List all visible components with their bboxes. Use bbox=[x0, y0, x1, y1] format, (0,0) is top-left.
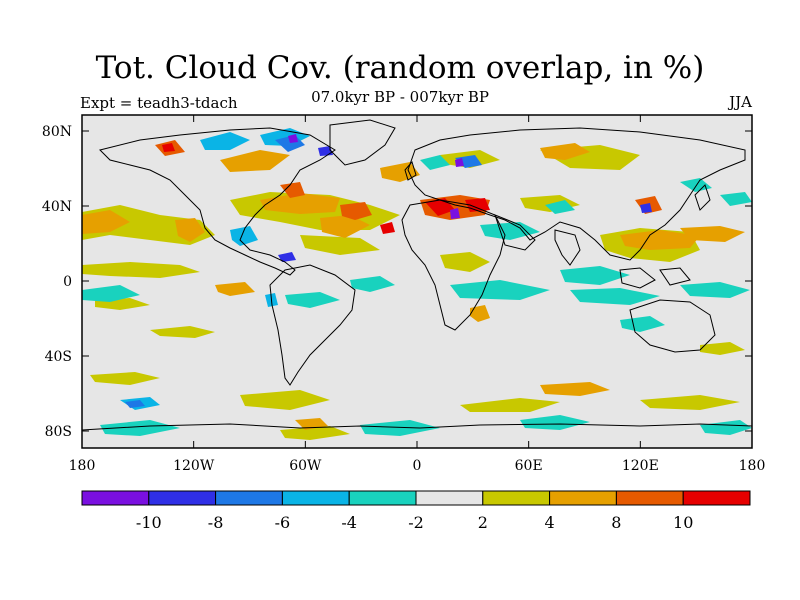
colorbar-label: 10 bbox=[673, 513, 693, 532]
lat-tick-label: 80N bbox=[42, 124, 72, 140]
map-title: Tot. Cloud Cov. (random overlap, in %) bbox=[95, 50, 705, 86]
colorbar-swatch bbox=[348, 490, 417, 506]
anomaly-patches bbox=[82, 128, 752, 440]
season-label: JJA bbox=[729, 93, 752, 111]
lat-tick-label: 80S bbox=[45, 424, 72, 440]
colorbar-label: -10 bbox=[136, 513, 162, 532]
lon-tick-label: 180 bbox=[739, 458, 766, 474]
colorbar-label: -6 bbox=[275, 513, 291, 532]
colorbar-label: 2 bbox=[478, 513, 488, 532]
lon-tick-label: 60E bbox=[515, 458, 543, 474]
colorbar-swatch bbox=[549, 490, 617, 506]
coastlines bbox=[81, 119, 753, 431]
lon-tick-label: 120W bbox=[173, 458, 215, 474]
latitude-axis: 80N 40N 0 40S 80S bbox=[42, 124, 752, 440]
colorbar-swatch bbox=[148, 490, 217, 506]
colorbar-label: 8 bbox=[611, 513, 621, 532]
colorbar-swatch bbox=[215, 490, 283, 506]
lon-tick-label: 0 bbox=[413, 458, 422, 474]
lon-tick-label: 120E bbox=[622, 458, 659, 474]
lat-tick-label: 40S bbox=[45, 349, 72, 365]
colorbar-label: 4 bbox=[545, 513, 555, 532]
colorbar-swatch bbox=[281, 490, 350, 506]
longitude-axis: 180 120W 60W 0 60E 120E 180 bbox=[69, 115, 766, 474]
colorbar-swatch bbox=[482, 490, 551, 506]
colorbar-swatch bbox=[81, 490, 150, 506]
colorbar-swatch bbox=[615, 490, 684, 506]
lat-tick-label: 40N bbox=[42, 199, 72, 215]
colorbar-label: -2 bbox=[408, 513, 424, 532]
colorbar-labels: -10 -8 -6 -4 -2 2 4 8 10 bbox=[136, 513, 693, 532]
lon-tick-label: 60W bbox=[289, 458, 322, 474]
colorbar-swatch bbox=[682, 490, 751, 506]
colorbar-swatches bbox=[81, 490, 751, 506]
colorbar-label: -8 bbox=[208, 513, 224, 532]
lat-tick-label: 0 bbox=[63, 274, 72, 290]
lon-tick-label: 180 bbox=[69, 458, 96, 474]
colorbar-label: -4 bbox=[341, 513, 357, 532]
experiment-label: Expt = teadh3-tdach bbox=[80, 94, 238, 112]
map-subtitle: 07.0kyr BP - 007kyr BP bbox=[311, 88, 489, 106]
colorbar-swatch bbox=[415, 490, 484, 506]
map-background bbox=[82, 115, 752, 448]
